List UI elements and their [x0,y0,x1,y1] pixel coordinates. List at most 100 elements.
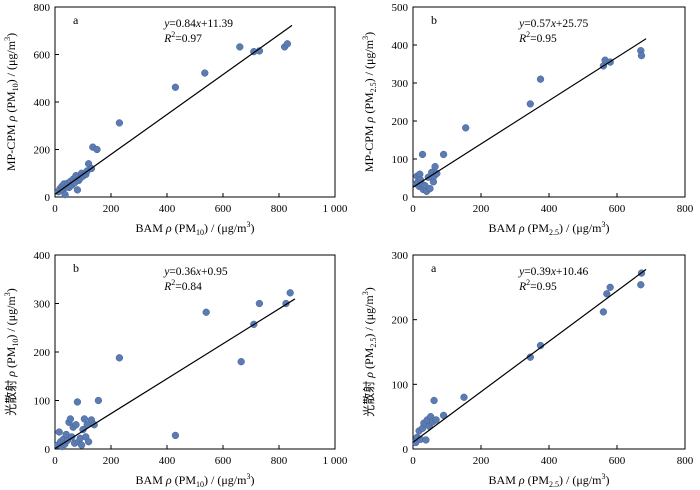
y-tick-label: 400 [34,97,51,109]
y-tick-label: 0 [45,444,51,456]
ylabel-sup: 3 [3,292,12,296]
data-point [462,124,470,132]
data-point [430,396,438,405]
data-point [80,415,89,423]
fit-line [54,298,296,450]
data-point [115,119,124,127]
r2-superscript: 2 [526,30,530,39]
y-tick-label: 100 [392,379,409,391]
y-tick-label: 200 [392,315,409,327]
r2-value: =0.97 [175,33,202,45]
chart-panel-3: 0 200 400 600 800 1 000 0 100 200 300 400 b y=0.36x+… [3,250,348,489]
fit-equation: y=0.36x+0.95 [163,266,228,278]
equation-x: x [550,266,557,278]
x-tick-label: 1 000 [323,455,348,467]
xlabel-post: ) / (μg/m [204,221,247,235]
data-point [236,43,244,51]
ylabel-end: ) [4,288,18,292]
x-axis-label: BAM ρ (PM2.5) / (μg/m3) [489,472,610,489]
fit-equation: y=0.57x+25.75 [518,18,588,30]
ylabel-sup: 3 [3,37,12,41]
equation-slope: =0.36 [169,266,196,278]
data-point [432,416,440,424]
ylabel-pre: 光散射 [361,378,376,417]
equation-y: y [163,18,170,30]
xlabel-end: ) [605,221,609,235]
ylabel-rho: ρ [4,115,18,122]
data-point [637,51,646,60]
ylabel-rho: ρ [362,372,376,379]
r2-symbol: R [163,33,171,45]
equation-slope: =0.39 [524,266,551,278]
data-point [84,438,93,446]
xlabel-pre: BAM [489,221,519,235]
ylabel-end: ) [362,287,376,291]
xlabel-end: ) [250,221,254,235]
xlabel-pre: BAM [136,221,166,235]
data-point [72,421,80,429]
y-tick-label: 100 [392,154,409,166]
ylabel-post: ) / (μg/m [362,295,376,338]
xlabel-mid: (PM [172,473,197,487]
xlabel-sub: 2.5 [549,480,559,489]
data-point [426,184,434,193]
ylabel-sup: 3 [361,36,370,40]
xlabel-sub: 10 [196,228,204,237]
equation-intercept: +25.75 [556,18,589,30]
equation-x: x [550,18,557,30]
data-point [115,354,124,362]
chart-panel-1: 0 200 400 600 800 1 000 0 200 400 600 800 a y=0.84x+… [3,2,348,237]
y-tick-label: 0 [403,192,409,204]
x-tick-label: 0 [410,455,416,467]
x-tick-label: 400 [541,455,558,467]
y-tick-label: 400 [34,250,51,262]
y-axis-label: 光散射 ρ (PM2.5) / (μg/m3) [361,287,378,417]
ylabel-pre: MP-CPM [4,121,18,171]
x-tick-label: 200 [473,455,490,467]
data-point [606,283,614,291]
y-tick-label: 500 [392,2,409,14]
x-tick-label: 800 [677,455,694,467]
x-tick-label: 800 [271,203,288,215]
xlabel-rho: ρ [165,221,172,235]
x-tick-label: 0 [410,203,416,215]
x-tick-label: 600 [215,203,232,215]
x-tick-label: 800 [271,455,288,467]
data-point [66,415,75,423]
y-tick-label: 800 [34,2,51,14]
data-point [73,398,82,406]
x-tick-label: 0 [52,203,58,215]
data-point [237,358,245,366]
equation-x: x [195,18,202,30]
ylabel-post: ) / (μg/m [4,40,18,83]
ylabel-mid: (PM [362,92,376,117]
x-axis-label: BAM ρ (PM10) / (μg/m3) [136,220,255,237]
equation-intercept: +10.46 [556,266,589,278]
xlabel-sub: 10 [196,480,204,489]
x-tick-label: 600 [609,203,626,215]
data-point [460,393,468,401]
x-tick-label: 400 [541,203,558,215]
xlabel-post: ) / (μg/m [204,473,247,487]
xlabel-end: ) [605,473,609,487]
data-point [77,441,86,449]
panel-letter: b [431,13,437,27]
data-point [526,100,534,108]
data-point [422,436,430,444]
x-tick-label: 400 [159,203,176,215]
data-point [55,428,63,436]
data-point [202,308,210,316]
x-tick-label: 400 [159,455,176,467]
data-point [603,290,611,298]
x-tick-label: 200 [103,455,120,467]
r2-value: =0.95 [530,281,557,293]
xlabel-mid: (PM [172,221,197,235]
ylabel-post: ) / (μg/m [362,39,376,82]
data-point [171,431,180,440]
equation-slope: =0.84 [169,18,196,30]
y-tick-label: 600 [34,50,51,62]
data-point [283,40,292,48]
xlabel-rho: ρ [518,473,525,487]
ylabel-sup: 3 [361,291,370,295]
y-axis-label: MP-CPM ρ (PM2.5) / (μg/m3) [361,32,378,172]
